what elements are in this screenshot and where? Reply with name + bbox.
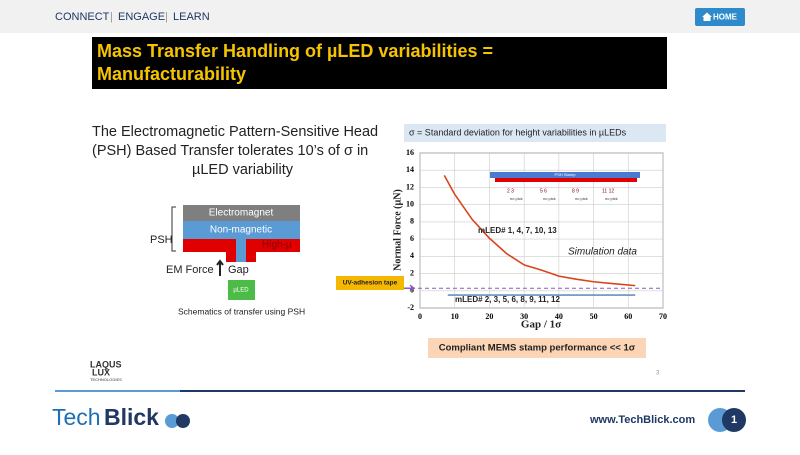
label: µLED: [233, 288, 249, 294]
inset-label: no pick: [605, 196, 618, 201]
footer-url[interactable]: www.TechBlick.com: [589, 414, 695, 426]
annotation: Simulation data: [568, 247, 637, 258]
gap-stem: [236, 239, 246, 262]
label: EM Force: [166, 264, 214, 276]
x-tick-label: 70: [659, 312, 667, 321]
inset-label: 11 12: [602, 188, 614, 194]
brand-dot: [165, 414, 179, 428]
home-label[interactable]: HOME: [713, 13, 738, 22]
inset-label: 8 9: [572, 188, 579, 194]
caption: Schematics of transfer using PSH: [178, 306, 305, 316]
y-tick-label: 8: [410, 217, 414, 226]
y-tick-label: 6: [410, 234, 414, 243]
series-line: [443, 175, 636, 287]
electromagnet: [183, 205, 300, 221]
y-tick-label: 10: [406, 199, 414, 208]
y-tick-label: 12: [406, 182, 414, 191]
y-tick-label: 4: [410, 251, 414, 260]
inset-label: 2 3: [507, 188, 514, 194]
x-tick-label: 50: [590, 312, 598, 321]
page-dot: [722, 408, 746, 432]
uled: [228, 280, 255, 300]
inset-label: no pick: [510, 196, 523, 201]
ref-label: UV-adhesion tape: [343, 280, 398, 287]
top-bar: [0, 0, 800, 33]
nav-link[interactable]: ENGAGE: [118, 11, 165, 23]
y-axis-label: Normal Force (µN): [392, 189, 403, 271]
chart-subtitle: σ = Standard deviation for height variab…: [409, 127, 627, 137]
inset-label: 5 6: [540, 188, 547, 194]
logo: LUX: [92, 367, 110, 377]
nav-link[interactable]: CONNECT: [55, 11, 110, 23]
label: PSH: [150, 234, 173, 246]
label: Gap: [228, 264, 249, 276]
intro-text: The Electromagnetic Pattern-Sensitive He…: [92, 124, 378, 140]
intro-text: (PSH) Based Transfer tolerates 10’s of σ…: [92, 143, 368, 159]
logo: LAQUS: [90, 359, 122, 369]
brand-dot: [176, 414, 190, 428]
page-indicator: 1: [731, 414, 737, 426]
intro-text: µLED variability: [192, 162, 294, 178]
arrow: [404, 284, 416, 292]
label: Electromagnet: [209, 208, 274, 219]
series-annotation: mLED# 1, 4, 7, 10, 13: [478, 226, 557, 235]
stamp-layer: [495, 178, 637, 182]
stamp: [490, 172, 640, 178]
label: High-µ: [262, 240, 292, 251]
y-tick-label: -2: [407, 303, 414, 312]
y-tick-label: 14: [406, 165, 414, 174]
inset-label: PSH Stamp: [555, 172, 577, 177]
separator: |: [110, 11, 113, 23]
bracket: [171, 206, 176, 252]
slide-title: Manufacturability: [97, 64, 246, 84]
x-tick-label: 0: [418, 312, 422, 321]
brand: Blick: [104, 404, 159, 430]
x-axis-label: Gap / 1σ: [521, 319, 561, 331]
chart-header: [404, 124, 666, 142]
inset-label: no pick: [543, 196, 556, 201]
arrow: [216, 259, 224, 276]
nav-link[interactable]: LEARN: [173, 11, 210, 23]
page-number: 3: [656, 371, 660, 377]
conclusion: Compliant MEMS stamp performance << 1σ: [439, 343, 636, 354]
title-box: [92, 37, 667, 89]
brand: Tech: [52, 404, 101, 430]
y-tick-label: 16: [406, 148, 414, 157]
label: Non-magnetic: [210, 225, 272, 236]
logo: TECHNOLOGIES: [90, 377, 122, 382]
separator: |: [165, 11, 168, 23]
x-tick-label: 20: [485, 312, 493, 321]
x-tick-label: 10: [451, 312, 459, 321]
slide-title: Mass Transfer Handling of µLED variabili…: [97, 41, 493, 61]
x-tick-label: 60: [624, 312, 632, 321]
inset-label: no pick: [575, 196, 588, 201]
y-tick-label: 2: [410, 268, 414, 277]
non-magnetic: [183, 221, 300, 239]
x-tick-label: 40: [555, 312, 563, 321]
home-button[interactable]: [695, 8, 745, 26]
x-tick-label: 30: [520, 312, 528, 321]
conclusion-box: [428, 338, 646, 358]
series-annotation: mLED# 2, 3, 5, 6, 8, 9, 11, 12: [455, 295, 561, 304]
ref-label-box: [336, 276, 404, 290]
home-icon: [702, 12, 712, 21]
